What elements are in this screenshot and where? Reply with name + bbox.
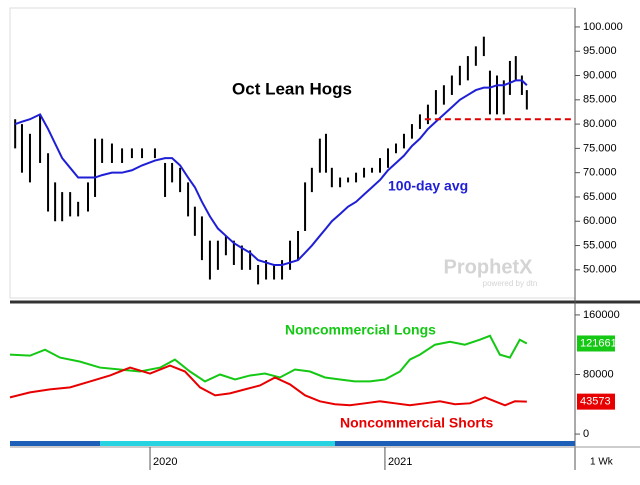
series-line bbox=[9, 364, 527, 407]
last-value-flag bbox=[577, 393, 615, 410]
y-tick-label: 70.000 bbox=[583, 167, 617, 179]
scroll-thumb bbox=[100, 441, 335, 446]
y-tick-label: 65.000 bbox=[583, 191, 617, 203]
series-label: 100-day avg bbox=[388, 178, 468, 194]
watermark-sub: powered by dtn bbox=[483, 279, 538, 288]
y-tick-label: 85.000 bbox=[583, 94, 617, 106]
y-tick-label: 75.000 bbox=[583, 142, 617, 154]
series-line bbox=[14, 79, 528, 266]
last-value-flag bbox=[577, 335, 615, 352]
x-tick-label: 2021 bbox=[388, 456, 412, 468]
series-line bbox=[9, 334, 528, 383]
period-label: 1 Wk bbox=[590, 457, 614, 468]
y-tick-label: 50.000 bbox=[583, 264, 617, 276]
y-tick-label: 80000 bbox=[583, 368, 614, 380]
y-tick-label: 80.000 bbox=[583, 118, 617, 130]
series-label: Noncommercial Shorts bbox=[340, 415, 493, 431]
y-tick-label: 95.000 bbox=[583, 45, 617, 57]
y-tick-label: 90.000 bbox=[583, 69, 617, 81]
chart-title: Oct Lean Hogs bbox=[232, 79, 352, 98]
series-label: Noncommercial Longs bbox=[285, 322, 436, 338]
y-tick-label: 55.000 bbox=[583, 239, 617, 251]
last-value-label: 121661 bbox=[580, 337, 617, 349]
y-tick-label: 60.000 bbox=[583, 215, 617, 227]
y-tick-label: 0 bbox=[583, 428, 589, 440]
watermark: ProphetX bbox=[444, 256, 534, 278]
x-tick-label: 2020 bbox=[153, 456, 177, 468]
y-tick-label: 100.000 bbox=[583, 21, 623, 33]
y-tick-label: 160000 bbox=[583, 309, 620, 321]
last-value-label: 43573 bbox=[580, 396, 611, 408]
